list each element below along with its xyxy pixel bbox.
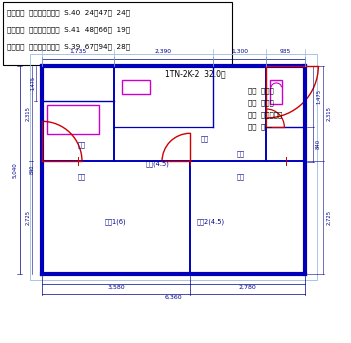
Text: 便所: 便所 xyxy=(237,150,245,157)
Text: 椭原住宅  簡易耗火平屋建  S.39  67～94号  28戸: 椭原住宅 簡易耗火平屋建 S.39 67～94号 28戸 xyxy=(7,44,130,50)
Text: 下水  ：―: 下水 ：― xyxy=(248,124,272,130)
Text: ガス  ：プロパン: ガス ：プロパン xyxy=(248,112,282,118)
Bar xyxy=(47,105,99,134)
Text: 台所(4.5): 台所(4.5) xyxy=(146,161,170,167)
Text: 便所  ：汲取: 便所 ：汲取 xyxy=(248,88,274,94)
Text: 2,315: 2,315 xyxy=(25,106,30,121)
Text: 840: 840 xyxy=(30,164,35,174)
Text: 和室1(6): 和室1(6) xyxy=(105,219,126,225)
Text: 3,580: 3,580 xyxy=(107,285,125,290)
Text: 6,360: 6,360 xyxy=(165,295,182,300)
Text: 2,390: 2,390 xyxy=(155,49,172,54)
Text: 840: 840 xyxy=(316,139,321,150)
Text: 椭原住宅  簡易耗火平屋建  S.40  24～47号  24戸: 椭原住宅 簡易耗火平屋建 S.40 24～47号 24戸 xyxy=(7,10,130,16)
Text: 935: 935 xyxy=(280,49,291,54)
Bar xyxy=(30,54,317,280)
Text: 1TN-2K-2  32.0㎡: 1TN-2K-2 32.0㎡ xyxy=(165,70,226,79)
Text: 浴室: 浴室 xyxy=(78,142,85,148)
Text: 椭原住宅  簡易耗火平屋建  S.41  48～66号  19戸: 椭原住宅 簡易耗火平屋建 S.41 48～66号 19戸 xyxy=(7,27,130,33)
Text: 和室2(4.5): 和室2(4.5) xyxy=(196,219,224,225)
Text: 2,725: 2,725 xyxy=(326,210,331,225)
Text: 2,780: 2,780 xyxy=(239,285,256,290)
Text: 5,040: 5,040 xyxy=(12,162,17,178)
Text: 押入: 押入 xyxy=(78,173,85,179)
Text: 1,475: 1,475 xyxy=(30,76,35,90)
Bar xyxy=(270,80,282,104)
Text: 2,725: 2,725 xyxy=(25,210,30,225)
Text: 1,735: 1,735 xyxy=(69,49,86,54)
Text: 2,315: 2,315 xyxy=(326,106,331,121)
Text: 物入: 物入 xyxy=(237,173,245,179)
Text: 1,300: 1,300 xyxy=(231,49,248,54)
Bar xyxy=(3,2,232,65)
Bar xyxy=(122,80,150,94)
Text: 1,475: 1,475 xyxy=(316,89,321,104)
Text: 浴槽  ：無し: 浴槽 ：無し xyxy=(248,100,274,106)
Text: 玄関: 玄関 xyxy=(201,135,209,142)
